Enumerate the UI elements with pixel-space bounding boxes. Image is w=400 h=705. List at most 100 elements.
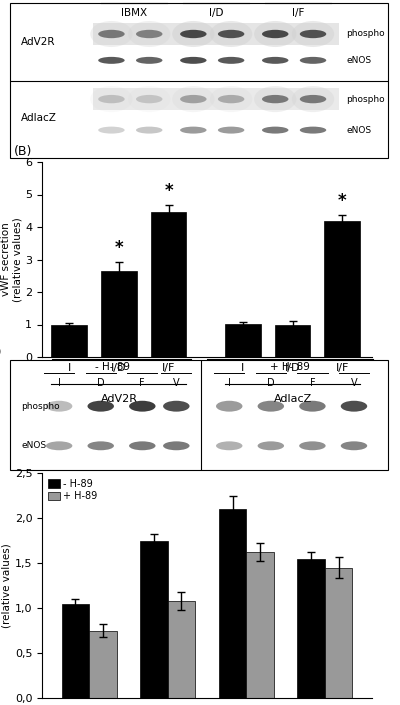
Ellipse shape: [218, 95, 244, 104]
Ellipse shape: [254, 21, 296, 47]
Bar: [324, 221, 360, 357]
Text: eNOS: eNOS: [346, 56, 372, 65]
Bar: [93, 88, 339, 110]
Ellipse shape: [163, 441, 190, 450]
Text: (A): (A): [0, 0, 2, 1]
Ellipse shape: [180, 57, 206, 64]
Ellipse shape: [98, 127, 125, 133]
Text: - H- 89: - H- 89: [94, 362, 130, 372]
Text: (C): (C): [0, 346, 2, 359]
Ellipse shape: [172, 21, 214, 47]
Bar: [101, 271, 137, 357]
Text: F: F: [310, 378, 315, 388]
Text: *: *: [164, 183, 173, 200]
Ellipse shape: [262, 127, 288, 133]
Ellipse shape: [88, 441, 114, 450]
Text: V: V: [351, 378, 357, 388]
Bar: [168, 601, 195, 698]
Text: AdV2R: AdV2R: [21, 37, 56, 47]
Text: IBMX: IBMX: [121, 8, 147, 18]
Y-axis label: vWF secretion
(relative values): vWF secretion (relative values): [1, 217, 22, 302]
Ellipse shape: [128, 21, 170, 47]
Ellipse shape: [129, 400, 156, 412]
Bar: [151, 212, 186, 357]
Ellipse shape: [299, 400, 326, 412]
Ellipse shape: [262, 95, 288, 104]
Text: I/F: I/F: [292, 8, 304, 18]
Ellipse shape: [163, 400, 190, 412]
Ellipse shape: [46, 400, 72, 412]
Ellipse shape: [300, 127, 326, 133]
Text: AdV2R: AdV2R: [100, 394, 138, 404]
Ellipse shape: [136, 127, 162, 133]
Ellipse shape: [218, 30, 244, 38]
Y-axis label: eNOS phosphorylation
(relative values): eNOS phosphorylation (relative values): [0, 527, 12, 644]
Ellipse shape: [180, 127, 206, 133]
Ellipse shape: [136, 95, 162, 104]
Bar: [93, 23, 339, 45]
Ellipse shape: [262, 30, 288, 38]
Ellipse shape: [299, 441, 326, 450]
Text: AdlacZ: AdlacZ: [21, 113, 57, 123]
Text: V: V: [173, 378, 180, 388]
Text: F: F: [140, 378, 145, 388]
Text: (B): (B): [14, 145, 32, 159]
Ellipse shape: [98, 30, 125, 38]
Ellipse shape: [210, 21, 252, 47]
Bar: [297, 558, 325, 698]
Ellipse shape: [136, 30, 162, 38]
Ellipse shape: [218, 127, 244, 133]
Ellipse shape: [341, 400, 367, 412]
Ellipse shape: [218, 57, 244, 64]
Ellipse shape: [292, 21, 334, 47]
Ellipse shape: [129, 441, 156, 450]
Ellipse shape: [88, 400, 114, 412]
Ellipse shape: [136, 57, 162, 64]
Ellipse shape: [180, 30, 206, 38]
Ellipse shape: [172, 86, 214, 112]
Ellipse shape: [300, 30, 326, 38]
Text: AdlacZ: AdlacZ: [274, 394, 312, 404]
Ellipse shape: [98, 57, 125, 64]
Ellipse shape: [300, 57, 326, 64]
Ellipse shape: [258, 400, 284, 412]
Ellipse shape: [98, 95, 125, 104]
Ellipse shape: [180, 95, 206, 104]
Text: *: *: [338, 192, 346, 210]
Ellipse shape: [258, 441, 284, 450]
Text: D: D: [97, 378, 104, 388]
Text: phospho: phospho: [346, 94, 385, 104]
Ellipse shape: [292, 86, 334, 112]
Ellipse shape: [300, 95, 326, 104]
Text: I/D: I/D: [209, 8, 223, 18]
Ellipse shape: [210, 86, 252, 112]
Bar: [140, 541, 168, 698]
Ellipse shape: [90, 21, 132, 47]
Bar: [89, 630, 117, 698]
Ellipse shape: [46, 441, 72, 450]
Ellipse shape: [90, 86, 132, 112]
Bar: [325, 568, 352, 698]
Text: + H- 89: + H- 89: [270, 362, 310, 372]
Bar: [275, 326, 310, 357]
Bar: [62, 603, 89, 698]
Ellipse shape: [262, 57, 288, 64]
Text: eNOS: eNOS: [21, 441, 46, 450]
Ellipse shape: [216, 400, 242, 412]
Ellipse shape: [216, 441, 242, 450]
Ellipse shape: [341, 441, 367, 450]
Bar: [225, 324, 261, 357]
Text: I: I: [228, 378, 231, 388]
Bar: [52, 324, 87, 357]
Text: I: I: [58, 378, 60, 388]
Bar: [219, 509, 246, 698]
Bar: [246, 552, 274, 698]
Legend: - H-89, + H-89: - H-89, + H-89: [47, 478, 99, 502]
Ellipse shape: [254, 86, 296, 112]
Ellipse shape: [128, 86, 170, 112]
Text: phospho: phospho: [21, 402, 60, 411]
Text: phospho: phospho: [346, 30, 385, 39]
Text: eNOS: eNOS: [346, 125, 372, 135]
Text: D: D: [267, 378, 275, 388]
Text: *: *: [115, 239, 123, 257]
